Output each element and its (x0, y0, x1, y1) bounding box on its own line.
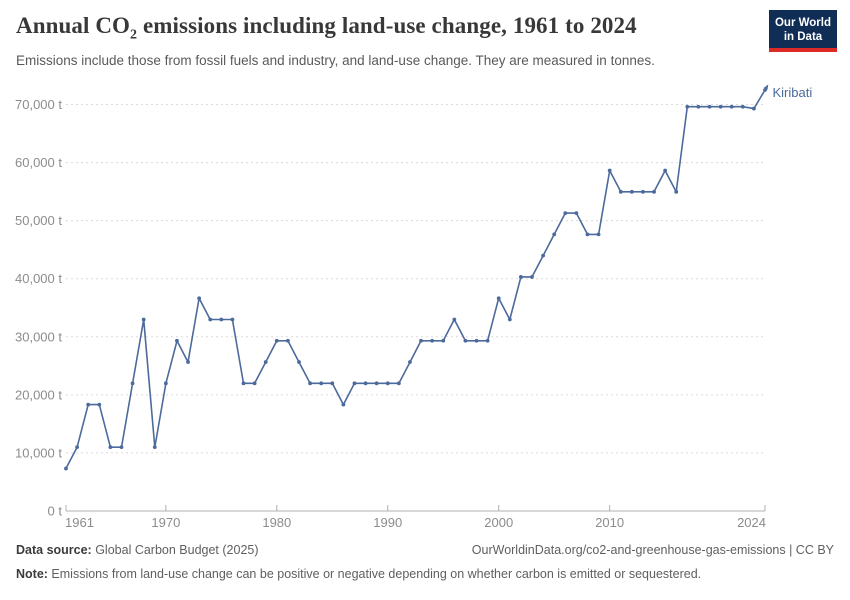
data-point[interactable] (674, 189, 679, 194)
data-point[interactable] (75, 445, 79, 450)
owid-url-link[interactable]: OurWorldinData.org/co2-and-greenhouse-ga… (471, 543, 834, 557)
data-point[interactable] (119, 445, 124, 450)
series-line-kiribati[interactable] (65, 89, 766, 470)
data-point[interactable] (496, 296, 501, 301)
y-tick-label: 0 t (48, 504, 63, 519)
data-point[interactable] (574, 211, 579, 216)
data-point[interactable] (663, 168, 668, 173)
data-point[interactable] (197, 296, 202, 301)
title-subscript: 2 (130, 27, 138, 43)
page-title: Annual CO2 emissions including land-use … (16, 13, 756, 44)
data-point[interactable] (186, 360, 190, 364)
data-point[interactable] (419, 338, 423, 343)
data-point[interactable] (707, 104, 712, 109)
data-point[interactable] (297, 360, 301, 364)
data-point[interactable] (163, 381, 168, 386)
data-point[interactable] (219, 317, 224, 322)
x-tick-label: 1990 (373, 515, 402, 530)
x-tick-label: 2024 (737, 515, 766, 530)
data-point[interactable] (141, 317, 146, 322)
data-point[interactable] (696, 104, 701, 109)
data-point[interactable] (86, 402, 91, 407)
data-point[interactable] (729, 104, 734, 109)
data-point[interactable] (519, 275, 523, 279)
data-point[interactable] (286, 338, 290, 343)
y-tick-label: 70,000 t (15, 97, 62, 112)
data-point[interactable] (752, 106, 756, 111)
data-point[interactable] (430, 338, 435, 343)
data-point[interactable] (341, 402, 346, 407)
data-point[interactable] (308, 381, 312, 386)
series-end-arrow-icon (763, 84, 769, 90)
data-point[interactable] (596, 232, 601, 237)
data-point[interactable] (396, 381, 401, 386)
owid-logo[interactable]: Our World in Data (769, 10, 837, 52)
owid-logo-line2: in Data (783, 31, 823, 43)
data-point[interactable] (452, 317, 457, 322)
data-point[interactable] (740, 104, 745, 109)
data-point[interactable] (718, 104, 723, 109)
data-point[interactable] (685, 104, 690, 109)
data-point[interactable] (563, 211, 568, 216)
data-point[interactable] (607, 168, 612, 173)
data-point[interactable] (652, 189, 656, 194)
y-tick-label: 60,000 t (15, 155, 62, 170)
title-prefix: Annual CO (16, 13, 131, 38)
data-point[interactable] (97, 402, 102, 407)
y-tick-label: 50,000 t (15, 213, 62, 228)
data-point[interactable] (530, 275, 534, 279)
data-point[interactable] (441, 338, 446, 343)
data-point[interactable] (408, 360, 412, 364)
data-point[interactable] (241, 381, 246, 386)
data-point[interactable] (541, 253, 545, 258)
data-point[interactable] (208, 317, 213, 322)
data-point[interactable] (585, 232, 590, 237)
chart-subtitle: Emissions include those from fossil fuel… (16, 53, 655, 68)
data-point[interactable] (552, 232, 557, 237)
x-tick-label: 1980 (262, 515, 291, 530)
series-label-kiribati[interactable]: Kiribati (773, 85, 813, 100)
data-point[interactable] (263, 360, 268, 364)
footer-source-row: Data source: Global Carbon Budget (2025)… (16, 543, 834, 557)
data-point[interactable] (152, 445, 157, 450)
data-point[interactable] (485, 338, 490, 343)
data-source-label: Data source: (16, 543, 92, 557)
data-point[interactable] (274, 338, 279, 343)
y-tick-label: 20,000 t (15, 387, 62, 402)
note-label: Note: (16, 567, 48, 581)
data-point[interactable] (252, 381, 257, 386)
note-text: Emissions from land-use change can be po… (47, 567, 702, 581)
x-tick-label: 2000 (484, 515, 513, 530)
x-tick-label: 1970 (151, 515, 180, 530)
data-point[interactable] (319, 381, 324, 386)
data-point[interactable] (474, 338, 479, 343)
data-point[interactable] (507, 317, 512, 322)
y-tick-label: 40,000 t (15, 271, 62, 286)
data-source-text: Data source: Global Carbon Budget (2025) (16, 543, 259, 557)
title-suffix: emissions including land-use change, 196… (137, 13, 637, 38)
y-tick-label: 10,000 t (15, 445, 62, 460)
footer-note-row: Note: Emissions from land-use change can… (16, 567, 834, 581)
data-point[interactable] (130, 381, 135, 386)
owid-logo-line1: Our World (774, 17, 831, 29)
x-tick-label: 2010 (595, 515, 624, 530)
data-point[interactable] (641, 189, 645, 194)
data-point[interactable] (385, 381, 390, 386)
data-point[interactable] (463, 338, 468, 343)
data-point[interactable] (108, 445, 113, 450)
data-source-value: Global Carbon Budget (2025) (91, 543, 259, 557)
data-point[interactable] (64, 466, 68, 471)
data-point[interactable] (330, 381, 335, 386)
data-point[interactable] (230, 317, 235, 322)
y-tick-label: 30,000 t (15, 329, 62, 344)
x-tick-label: 1961 (65, 515, 94, 530)
data-point[interactable] (175, 338, 179, 343)
data-point[interactable] (363, 381, 368, 386)
data-point[interactable] (374, 381, 379, 386)
data-point[interactable] (629, 189, 634, 194)
data-point[interactable] (618, 189, 623, 194)
data-point[interactable] (352, 381, 357, 386)
